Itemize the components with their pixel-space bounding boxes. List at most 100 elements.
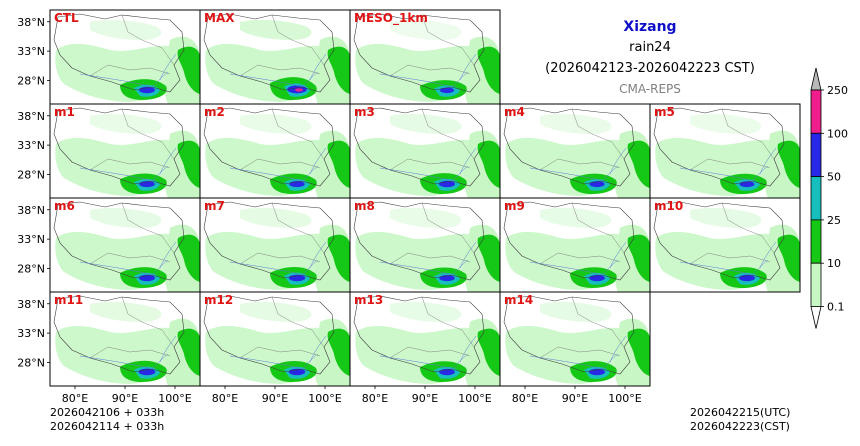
province-boundary [421, 296, 475, 348]
precip-field [503, 201, 650, 292]
map-panel: m6 [49, 197, 201, 293]
river-line [609, 241, 627, 269]
rain-moderate-area [177, 234, 200, 282]
rain-light-area [90, 113, 162, 134]
colorbar-segment [810, 89, 822, 134]
map-panel: m5 [649, 103, 801, 199]
panel-label: m3 [354, 105, 375, 119]
rain-moderate-area [627, 328, 650, 376]
river-line [529, 353, 619, 370]
province-boundary [89, 346, 171, 359]
river-line [759, 147, 777, 175]
lon-tick-label: 80°E [212, 392, 238, 405]
river-line [309, 241, 327, 269]
province-boundary [571, 202, 625, 254]
province-boundary [121, 202, 175, 254]
rain-light-area [240, 301, 312, 322]
precip-field [353, 13, 500, 104]
province-boundary [121, 108, 175, 160]
river-line [459, 147, 477, 175]
lat-tick-label: 33°N [17, 327, 45, 340]
river-line [79, 71, 169, 88]
river-line [229, 165, 319, 182]
province-boundary [721, 202, 775, 254]
colorbar-extend-max [810, 67, 822, 91]
rain-light-area [540, 207, 612, 228]
river-line [79, 353, 169, 370]
colorbar-segment [810, 219, 822, 264]
panel-label: MESO_1km [354, 11, 428, 26]
rain-light-area [690, 113, 762, 134]
valid-time-utc: 2026042215(UTC) [690, 406, 791, 419]
lon-tick-label: 100°E [608, 392, 641, 405]
rain-moderate-area [177, 328, 200, 376]
lon-tick-label: 90°E [112, 392, 138, 405]
lat-tick-label: 33°N [17, 233, 45, 246]
lat-tick-label: 38°N [17, 298, 45, 311]
lon-tick-label: 80°E [62, 392, 88, 405]
province-boundary [689, 158, 771, 171]
panel-frame [649, 197, 801, 293]
rain-light-area [90, 207, 162, 228]
map-panel: m7 [199, 197, 351, 293]
rain-moderate-area [477, 46, 500, 94]
colorbar-level-label: 250 [827, 84, 848, 97]
precip-field [53, 201, 200, 292]
river-line [609, 147, 627, 175]
province-boundary [239, 252, 321, 265]
province-boundary [89, 158, 171, 171]
lat-tick-label: 33°N [17, 45, 45, 58]
map-panel: m11 [49, 291, 201, 387]
map-panel: m8 [349, 197, 501, 293]
river-line [79, 259, 169, 276]
precip-field [203, 201, 350, 292]
panel-label: CTL [54, 11, 79, 25]
province-boundary [389, 252, 471, 265]
province-boundary [271, 108, 325, 160]
rain-very-heavy-area [439, 87, 455, 94]
panel-label: m10 [654, 199, 683, 213]
rain-moderate-area [627, 140, 650, 188]
river-line [309, 53, 327, 81]
river-line [459, 241, 477, 269]
rain-light-area [540, 301, 612, 322]
province-boundary [89, 64, 171, 77]
map-panel: m2 [199, 103, 351, 199]
lon-tick-label: 90°E [412, 392, 438, 405]
province-boundary [239, 346, 321, 359]
lon-tick-label: 100°E [158, 392, 191, 405]
precip-field [53, 295, 200, 386]
lon-tick-label: 90°E [562, 392, 588, 405]
figure-region-title: Xizang [623, 19, 677, 35]
map-panel: MAX [199, 9, 351, 105]
rain-light-area [90, 301, 162, 322]
river-line [229, 71, 319, 88]
valid-time-cst: 2026042223(CST) [690, 420, 790, 433]
rain-moderate-area [177, 140, 200, 188]
lat-tick-label: 38°N [17, 204, 45, 217]
colorbar-level-label: 0.1 [827, 301, 845, 314]
panel-label: m7 [204, 199, 225, 213]
province-boundary [421, 202, 475, 254]
precip-field [353, 295, 500, 386]
panel-label: m6 [54, 199, 75, 213]
precip-field [503, 295, 650, 386]
panel-label: m13 [354, 293, 383, 307]
river-line [379, 353, 469, 370]
lat-tick-label: 33°N [17, 139, 45, 152]
precip-field [53, 107, 200, 198]
rain-light-area [540, 113, 612, 134]
colorbar-level-label: 50 [827, 171, 841, 184]
province-boundary [571, 108, 625, 160]
precip-field [203, 295, 350, 386]
panel-label: m9 [504, 199, 525, 213]
map-panel: m14 [499, 291, 651, 387]
map-panel: m10 [649, 197, 801, 293]
map-panel: m1 [49, 103, 201, 199]
rain-light-area [390, 207, 462, 228]
rain-light-area [240, 113, 312, 134]
rain-light-area [390, 19, 462, 40]
colorbar-segment [810, 132, 822, 178]
lon-tick-label: 100°E [458, 392, 491, 405]
province-boundary [571, 296, 625, 348]
